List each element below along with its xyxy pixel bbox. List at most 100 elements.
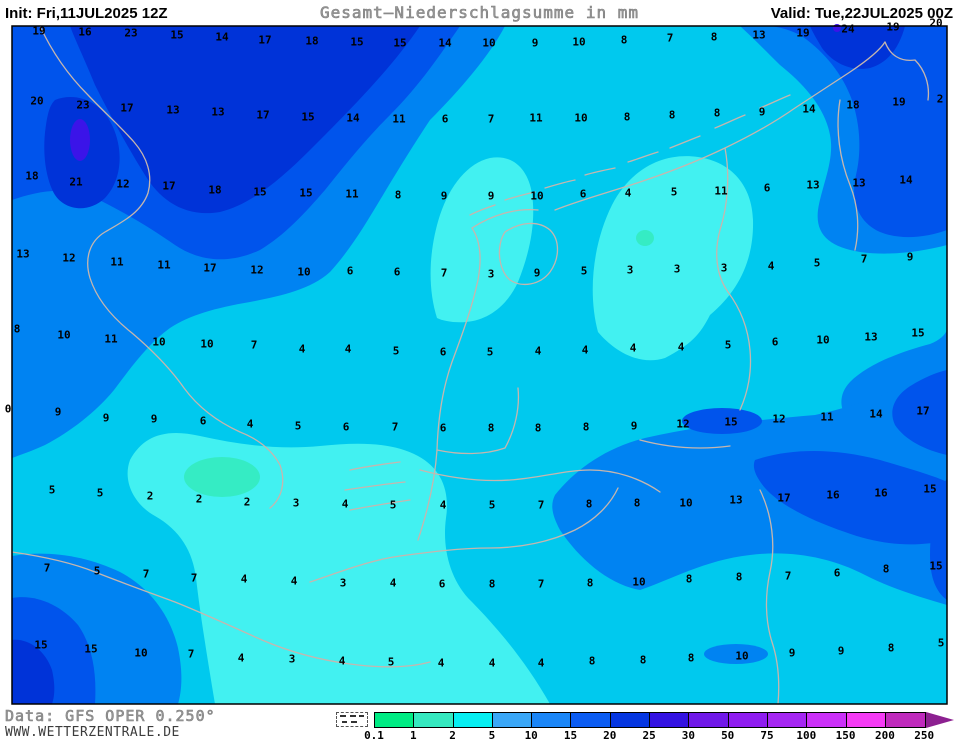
precip-value: 15 (84, 642, 98, 656)
precip-value: 24 (841, 22, 855, 36)
color-scale-tick-label: 25 (642, 729, 656, 741)
precip-value: 3 (339, 576, 347, 590)
precip-value: 23 (76, 98, 90, 112)
precip-value: 6 (439, 345, 447, 359)
precip-value: 8 (394, 188, 402, 202)
precip-value: 2 (195, 492, 203, 506)
precip-value: 5 (488, 498, 496, 512)
precip-value: 18 (25, 169, 39, 183)
color-scale-tick-label: 5 (488, 729, 496, 741)
precip-value: 16 (826, 488, 840, 502)
color-scale-box (650, 713, 690, 727)
precip-value: 8 (623, 110, 631, 124)
precip-value: 20 (30, 94, 44, 108)
precip-value: 8 (668, 108, 676, 122)
precip-value: 15 (34, 638, 48, 652)
precip-value: 5 (813, 256, 821, 270)
precip-value: 8 (713, 106, 721, 120)
contour-2-5 (592, 156, 754, 361)
precip-value: 5 (93, 564, 101, 578)
contour-15-20 (770, 26, 947, 238)
data-source-label: Data: GFS OPER 0.250° (5, 707, 216, 726)
precip-value: 7 (537, 498, 545, 512)
precip-value: 13 (852, 176, 866, 190)
precip-value: 12 (772, 412, 786, 426)
contour-1-2 (636, 230, 654, 246)
precip-value: 9 (906, 250, 914, 264)
color-scale-tick-label: 75 (760, 729, 774, 741)
precip-value: 4 (341, 497, 349, 511)
precip-value: 16 (874, 486, 888, 500)
precip-value: 4 (439, 498, 447, 512)
color-scale-box (807, 713, 847, 727)
contour-10-15 (704, 644, 768, 664)
precip-value: 12 (116, 177, 130, 191)
color-scale-tick-label: 100 (796, 729, 817, 741)
precip-value: 11 (110, 255, 124, 269)
precip-value: 8 (687, 651, 695, 665)
precip-value: 10 (679, 496, 693, 510)
precip-value: 11 (392, 112, 406, 126)
color-scale-tick-label: 10 (524, 729, 538, 741)
color-scale-box (610, 713, 651, 727)
precip-value: 10 (816, 333, 830, 347)
precip-value: 13 (864, 330, 878, 344)
precip-value: 16 (78, 25, 92, 39)
precip-value: 7 (142, 567, 150, 581)
precip-value: 13 (806, 178, 820, 192)
precip-value: 15 (724, 415, 738, 429)
precip-value: 7 (250, 338, 258, 352)
precip-value: 7 (440, 266, 448, 280)
precip-value: 5 (294, 419, 302, 433)
precip-value: 4 (629, 341, 637, 355)
color-scale-tick-label: 2 (449, 729, 456, 741)
precip-value: 4 (240, 572, 248, 586)
precip-value: 8 (588, 654, 596, 668)
precip-value: 7 (487, 112, 495, 126)
contour-15-20 (892, 370, 947, 455)
precip-value: 19 (892, 95, 906, 109)
precip-value: 6 (346, 264, 354, 278)
precip-value: 10 (530, 189, 544, 203)
color-scale-box (689, 713, 729, 727)
precip-value: 5 (48, 483, 56, 497)
precip-value: 14 (438, 36, 452, 50)
precip-value: 11 (529, 111, 543, 125)
precip-value: 9 (837, 644, 845, 658)
precip-value: 7 (187, 647, 195, 661)
color-scale (374, 712, 927, 728)
precip-value: 3 (288, 652, 296, 666)
precip-value: 3 (487, 267, 495, 281)
precip-value: 17 (916, 404, 930, 418)
precip-value: 10 (200, 337, 214, 351)
precip-value: 7 (666, 31, 674, 45)
precip-value: 8 (585, 497, 593, 511)
precip-value: 5 (580, 264, 588, 278)
precip-value: 20 (929, 16, 943, 30)
precip-value: 8 (582, 420, 590, 434)
precip-value: 11 (104, 332, 118, 346)
precip-value: 9 (102, 411, 110, 425)
precip-value: 2 (243, 495, 251, 509)
precip-value: 19 (796, 26, 810, 40)
precip-value: 10 (297, 265, 311, 279)
precip-value: 8 (735, 570, 743, 584)
precip-value: 3 (673, 262, 681, 276)
precip-value: 9 (150, 412, 158, 426)
precip-value: 4 (389, 576, 397, 590)
precip-value: 15 (393, 36, 407, 50)
color-scale-box (767, 713, 808, 727)
precip-value: 14 (802, 102, 816, 116)
precip-value: 7 (190, 571, 198, 585)
precip-value: 8 (620, 33, 628, 47)
precip-value: 15 (929, 559, 943, 573)
precip-value: 11 (345, 187, 359, 201)
precip-value: 8 (685, 572, 693, 586)
precip-value: 3 (292, 496, 300, 510)
website-label: WWW.WETTERZENTRALE.DE (5, 725, 180, 740)
precip-value: 4 (767, 259, 775, 273)
precip-value: 10 (152, 335, 166, 349)
precip-value: 4 (624, 186, 632, 200)
precip-value: 6 (342, 420, 350, 434)
precip-value: 7 (391, 420, 399, 434)
